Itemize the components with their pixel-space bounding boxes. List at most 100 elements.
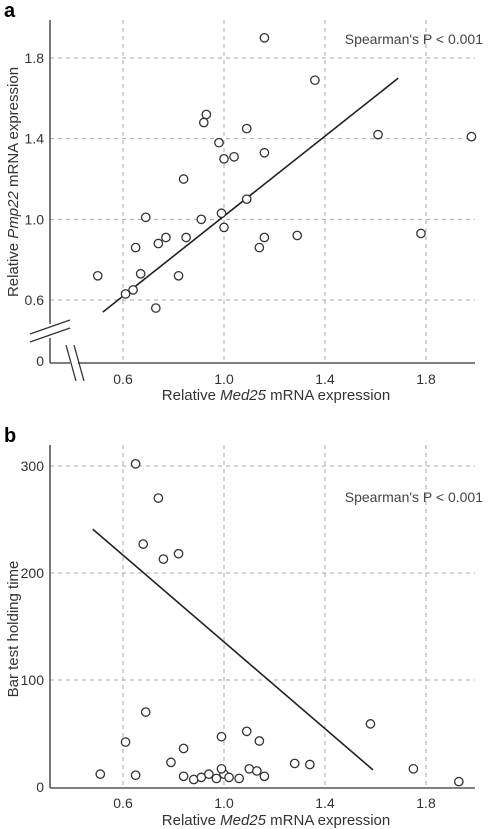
x-axis-label-suffix: mRNA expression xyxy=(266,812,390,829)
data-point xyxy=(153,238,164,249)
x-axis-label-suffix: mRNA expression xyxy=(266,387,390,404)
y-axis-label-prefix: Relative xyxy=(5,239,22,297)
data-point xyxy=(373,129,383,140)
data-point xyxy=(140,212,151,223)
panel-b: b 0.6 1.0 1.4 1.8 0 100 200 300 Spearman's P < 0.… xyxy=(4,425,483,829)
data-point xyxy=(211,773,222,784)
y-tick-label: 200 xyxy=(21,565,45,581)
data-point xyxy=(259,147,270,158)
data-point xyxy=(304,759,315,770)
y-axis-label-suffix: mRNA expression xyxy=(5,67,22,191)
data-point xyxy=(138,539,149,549)
data-point xyxy=(224,772,234,783)
data-point xyxy=(140,707,151,717)
axis-break-mark xyxy=(29,319,71,335)
data-point xyxy=(365,719,376,729)
data-point xyxy=(120,737,131,747)
data-point xyxy=(229,151,239,162)
x-axis-label: Relative Med25 mRNA expression xyxy=(162,387,390,404)
y-tick-label: 1.8 xyxy=(25,50,45,66)
data-point xyxy=(453,776,464,787)
data-point xyxy=(130,459,141,469)
data-point xyxy=(219,222,229,233)
y-tick-label: 1.0 xyxy=(25,211,45,227)
y-tick-label: 0 xyxy=(36,779,44,795)
data-point xyxy=(196,214,207,225)
data-point xyxy=(259,32,270,43)
data-point xyxy=(241,194,252,205)
data-point xyxy=(251,766,262,776)
data-point xyxy=(241,726,252,737)
panel-letter: b xyxy=(4,425,16,447)
x-tick-label: 1.4 xyxy=(315,371,335,387)
x-tick-label: 0.6 xyxy=(113,795,133,811)
data-point xyxy=(214,137,224,148)
data-point xyxy=(310,75,320,86)
data-point xyxy=(408,763,419,774)
y-axis-label-italic: Pmp22 xyxy=(5,191,22,239)
data-point xyxy=(201,109,212,120)
data-point xyxy=(234,773,244,784)
data-point xyxy=(130,242,141,253)
x-tick-label: 1.8 xyxy=(416,795,436,811)
axis-break-mark xyxy=(29,327,71,343)
data-point xyxy=(92,270,103,281)
data-point xyxy=(259,771,270,782)
data-point xyxy=(219,153,229,164)
data-point xyxy=(173,548,184,559)
panel-a: a 0 0.6 1.0 1.4 1.8 0.6 1.0 1.4 1.8 Spearman's P <… xyxy=(4,0,483,404)
data-point xyxy=(178,174,189,184)
data-point xyxy=(416,228,426,239)
axis-break-mark xyxy=(65,344,77,382)
y-axis-label: Bar test holding time xyxy=(5,561,22,698)
data-point xyxy=(216,731,227,742)
y-tick-label: 100 xyxy=(21,672,45,688)
data-point xyxy=(216,763,227,774)
data-point xyxy=(130,770,141,781)
data-point xyxy=(161,232,171,243)
data-point xyxy=(150,303,161,313)
data-point xyxy=(198,117,209,128)
axis-break-mark xyxy=(73,344,85,382)
data-point xyxy=(120,289,131,299)
x-tick-label: 1.4 xyxy=(315,795,335,811)
data-point xyxy=(254,242,265,253)
data-point xyxy=(254,736,265,746)
x-axis-label-italic: Med25 xyxy=(220,812,267,829)
data-point xyxy=(259,232,270,243)
data-point xyxy=(216,208,227,219)
x-tick-label: 1.0 xyxy=(214,795,234,811)
data-point xyxy=(166,757,176,768)
data-point xyxy=(466,131,477,142)
y-axis-label: Relative Pmp22 mRNA expression xyxy=(5,67,22,297)
y-tick-label: 0 xyxy=(36,353,44,369)
data-point xyxy=(289,758,300,769)
spearman-annotation: Spearman's P < 0.001 xyxy=(345,489,483,505)
data-point xyxy=(292,230,303,241)
data-point xyxy=(135,268,146,279)
regression-line xyxy=(102,77,399,313)
y-tick-label: 0.6 xyxy=(25,292,45,308)
data-point xyxy=(181,232,191,243)
x-tick-label: 0.6 xyxy=(113,371,133,387)
regression-line xyxy=(92,528,374,771)
data-point xyxy=(173,270,184,281)
y-tick-label: 1.4 xyxy=(25,131,45,147)
spearman-annotation: Spearman's P < 0.001 xyxy=(345,31,483,47)
x-axis-label-italic: Med25 xyxy=(220,387,267,404)
data-point xyxy=(204,769,214,780)
x-tick-label: 1.0 xyxy=(214,371,234,387)
y-axis-label-prefix: Bar test holding time xyxy=(5,561,22,698)
data-point xyxy=(128,285,138,295)
x-axis-label-prefix: Relative xyxy=(162,387,220,404)
data-point xyxy=(95,769,106,780)
data-point xyxy=(153,493,164,503)
data-point xyxy=(241,123,252,134)
y-tick-label: 300 xyxy=(21,458,45,474)
data-point xyxy=(178,743,189,754)
data-point xyxy=(178,771,189,782)
panel-letter: a xyxy=(4,0,16,22)
x-axis-label-prefix: Relative xyxy=(162,812,220,829)
x-axis-label: Relative Med25 mRNA expression xyxy=(162,812,390,829)
